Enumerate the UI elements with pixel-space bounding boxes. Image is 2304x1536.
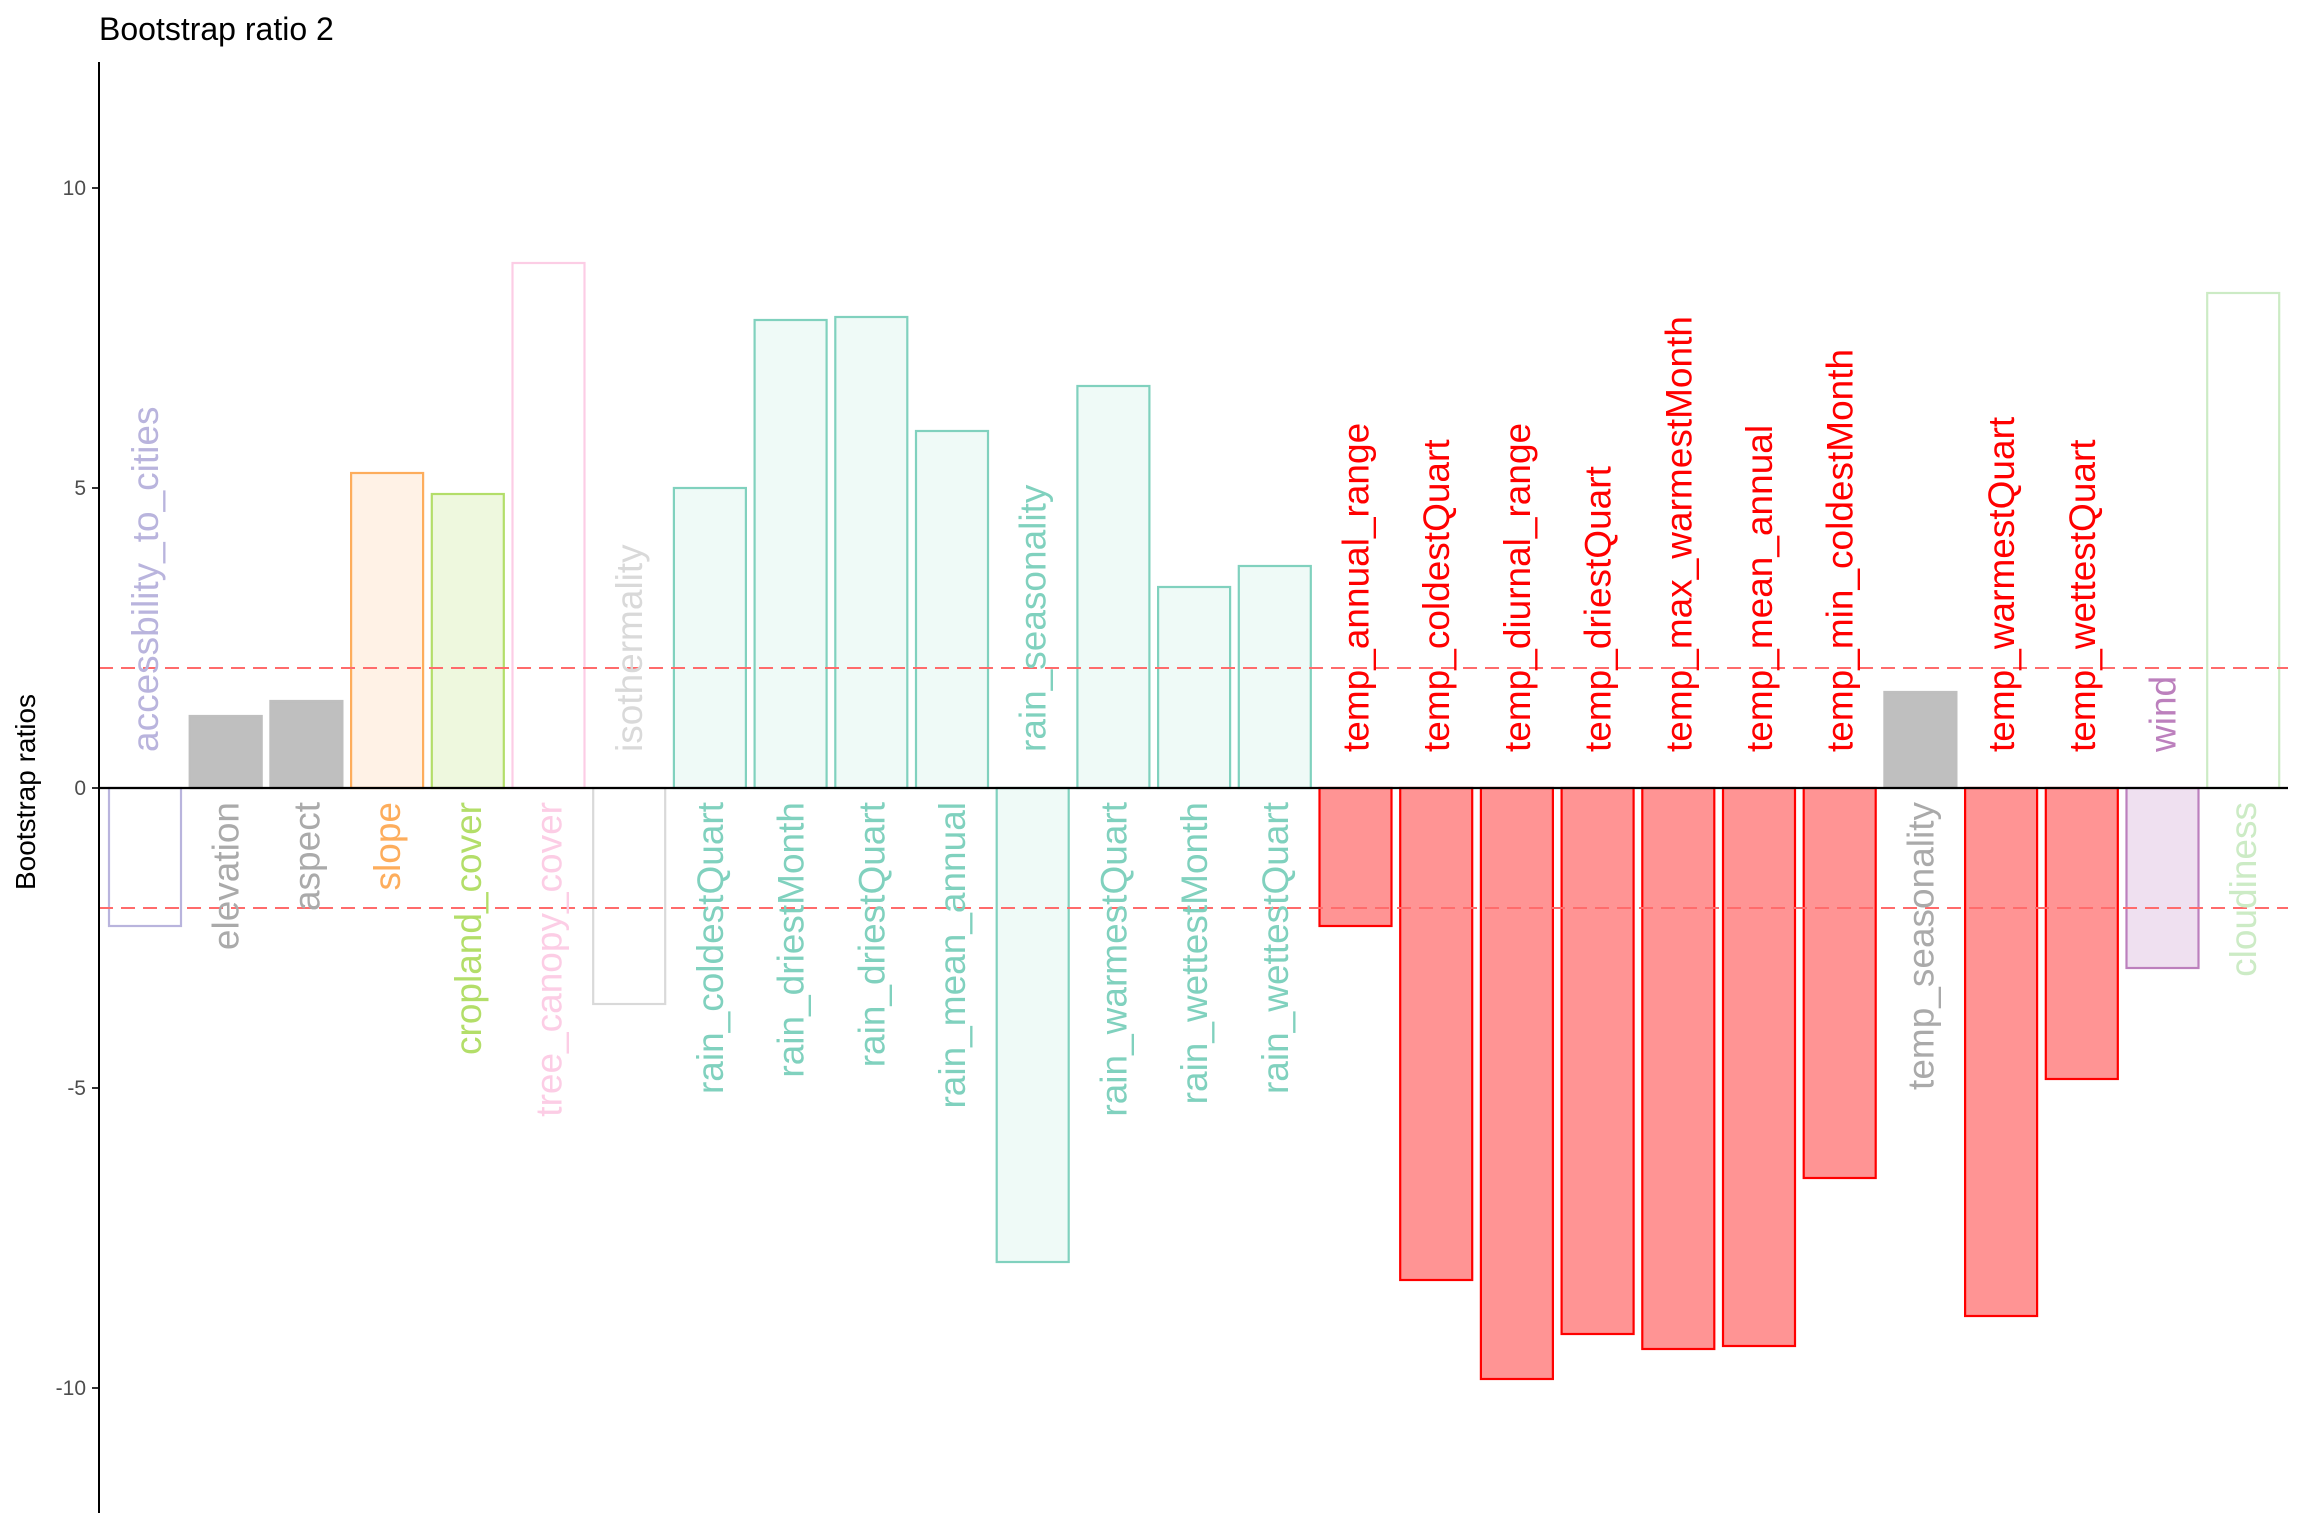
bar	[995, 786, 1070, 1264]
y-tick-label: -5	[67, 1077, 86, 1100]
y-tick-label: 0	[74, 777, 86, 800]
bar	[511, 261, 586, 790]
bar-label: temp_diurnal_range	[1497, 423, 1538, 752]
y-axis-label: Bootstrap ratios	[10, 694, 41, 890]
bar	[1237, 564, 1312, 790]
bar-label: tree_canopy_cover	[529, 802, 570, 1117]
bar	[1156, 585, 1232, 790]
bar-label: temp_mean_annual	[1739, 425, 1780, 752]
bar-label: aspect	[286, 801, 327, 911]
bar	[1963, 786, 2039, 1318]
y-tick-label: 10	[63, 177, 86, 200]
bar-label: temp_max_warmestMonth	[1658, 316, 1699, 752]
bar	[1318, 786, 1393, 928]
chart-title: Bootstrap ratio 2	[99, 11, 334, 47]
bar	[2044, 786, 2119, 1081]
bar-label: isothermality	[609, 544, 650, 752]
bar	[1076, 384, 1151, 790]
bar-labels-group: accessbility_to_cities elevation aspect slo…	[125, 316, 2264, 1117]
bar	[2125, 786, 2200, 970]
bar	[1641, 786, 1716, 1351]
bar	[430, 492, 505, 790]
bar	[1399, 786, 1474, 1282]
bar-label: cloudiness	[2223, 802, 2264, 977]
bars-group	[107, 261, 2281, 1381]
bar	[834, 315, 909, 790]
bar-label: cropland_cover	[448, 802, 489, 1055]
bar-label: rain_seasonality	[1013, 484, 1054, 752]
bar-label: temp_seasonality	[1900, 802, 1941, 1090]
bar	[1479, 786, 1555, 1381]
bar	[2206, 291, 2281, 790]
bar-label: wind	[2143, 676, 2184, 753]
bar-label: slope	[367, 802, 408, 890]
bar-label: temp_wettestQuart	[2062, 439, 2103, 752]
bar-label: accessbility_to_cities	[125, 407, 166, 752]
threshold-lines	[99, 667, 2288, 909]
bar-label: rain_coldestQuart	[690, 801, 731, 1094]
bar	[350, 471, 425, 790]
bar-label: temp_driestQuart	[1578, 465, 1619, 752]
bar	[592, 786, 667, 1006]
bar	[1560, 786, 1635, 1336]
y-tick-label: -10	[56, 1377, 86, 1400]
bar	[914, 429, 990, 790]
y-tick-label: 5	[74, 477, 86, 500]
bar-label: rain_driestQuart	[851, 801, 892, 1067]
bar	[1721, 786, 1797, 1348]
bar-label: rain_wettestQuart	[1255, 801, 1296, 1094]
bar-label: temp_coldestQuart	[1416, 439, 1457, 752]
bar-label: temp_warmestQuart	[1981, 416, 2022, 752]
bar	[269, 699, 344, 790]
bar	[1883, 690, 1958, 790]
y-axis-ticks: 10 5 0 -5 -10	[56, 177, 99, 1400]
bar-label: temp_min_coldestMonth	[1820, 349, 1861, 752]
bar-label: rain_mean_annual	[932, 802, 973, 1109]
bar-label: elevation	[206, 802, 247, 950]
bar-label: rain_warmestQuart	[1093, 801, 1134, 1116]
bar	[753, 318, 828, 790]
bar-label: temp_annual_range	[1336, 423, 1377, 752]
bar	[107, 786, 183, 928]
bar-label: rain_wettestMonth	[1174, 802, 1215, 1104]
bar	[1802, 786, 1877, 1180]
bar-label: rain_driestMonth	[771, 802, 812, 1078]
bar	[672, 486, 748, 790]
bar	[188, 714, 263, 790]
